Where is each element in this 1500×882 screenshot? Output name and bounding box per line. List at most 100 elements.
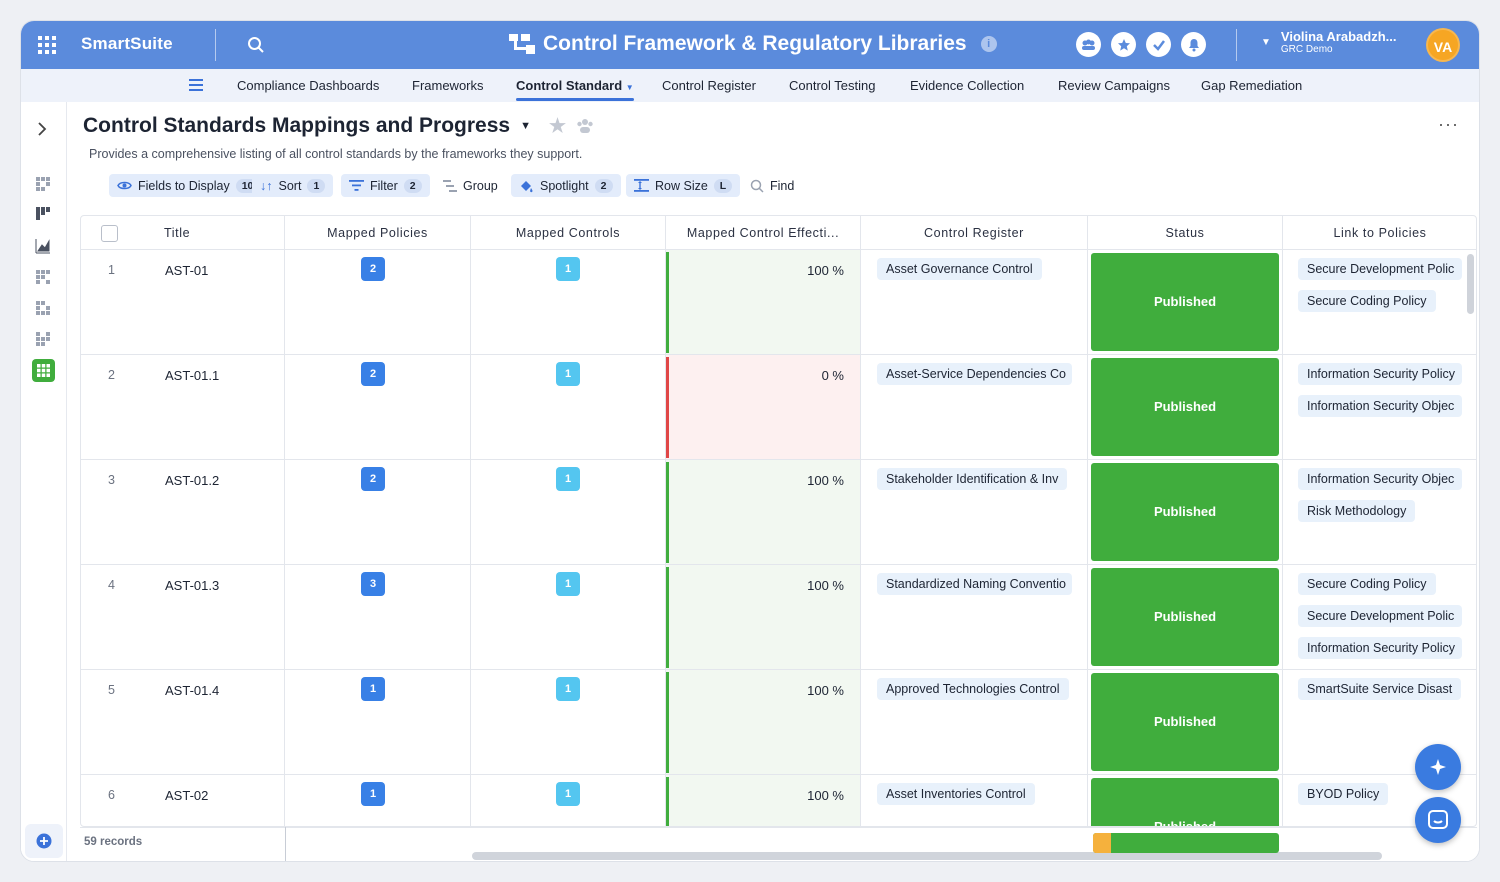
- col-header-title[interactable]: Title: [81, 216, 285, 250]
- policy-link[interactable]: Information Security Policy: [1298, 363, 1462, 385]
- record-title[interactable]: AST-02: [165, 788, 209, 803]
- status-badge[interactable]: Published: [1091, 463, 1279, 561]
- brand-logo-text[interactable]: SmartSuite: [81, 34, 173, 53]
- cell-title[interactable]: 4 AST-01.3: [81, 565, 285, 670]
- mapped-controls-count-badge[interactable]: 1: [556, 362, 580, 386]
- ai-assistant-button[interactable]: [1415, 744, 1461, 790]
- table-view-icon-active[interactable]: [32, 359, 55, 382]
- favorites-icon[interactable]: [1111, 32, 1136, 57]
- solution-title[interactable]: Control Framework & Regulatory Libraries…: [509, 32, 997, 56]
- mapped-controls-count-badge[interactable]: 1: [556, 677, 580, 701]
- grid-view-icon[interactable]: [35, 331, 51, 347]
- cell-title[interactable]: 2 AST-01.1: [81, 355, 285, 460]
- table-row[interactable]: 1 AST-01 2 1 100 % Asset Governance Control Pu…: [81, 250, 1476, 355]
- table-row[interactable]: 5 AST-01.4 1 1 100 % Approved Technologies Co…: [81, 670, 1476, 775]
- table-row[interactable]: 2 AST-01.1 2 1 0 % Asset-Service Dependencies…: [81, 355, 1476, 460]
- chat-support-button[interactable]: [1415, 797, 1461, 843]
- search-icon[interactable]: [247, 36, 265, 54]
- mapped-controls-count-badge[interactable]: 1: [556, 782, 580, 806]
- col-header-status[interactable]: Status: [1088, 216, 1283, 250]
- find-button[interactable]: Find: [742, 174, 802, 197]
- chart-view-icon[interactable]: [35, 238, 51, 254]
- control-register-link[interactable]: Asset Inventories Control: [877, 783, 1035, 805]
- col-header-effectiveness[interactable]: Mapped Control Effecti...: [666, 216, 861, 250]
- control-register-link[interactable]: Asset Governance Control: [877, 258, 1042, 280]
- mapped-policies-count-badge[interactable]: 1: [361, 782, 385, 806]
- tab-control-testing[interactable]: Control Testing: [789, 78, 876, 93]
- table-row[interactable]: 3 AST-01.2 2 1 100 % Stakeholder Identificati…: [81, 460, 1476, 565]
- chevron-down-icon[interactable]: ▼: [520, 120, 531, 132]
- tab-review-campaigns[interactable]: Review Campaigns: [1058, 78, 1170, 93]
- status-badge[interactable]: Published: [1091, 253, 1279, 351]
- avatar[interactable]: VA: [1426, 28, 1460, 62]
- col-header-mapped-controls[interactable]: Mapped Controls: [471, 216, 666, 250]
- more-options-icon[interactable]: ···: [1438, 114, 1459, 134]
- tab-compliance-dashboards[interactable]: Compliance Dashboards: [237, 78, 380, 93]
- record-title[interactable]: AST-01.3: [165, 578, 220, 593]
- cell-title[interactable]: 1 AST-01: [81, 250, 285, 355]
- record-title[interactable]: AST-01.2: [165, 473, 220, 488]
- fields-to-display-button[interactable]: Fields to Display 10: [109, 174, 268, 197]
- mapped-controls-count-badge[interactable]: 1: [556, 572, 580, 596]
- mapped-policies-count-badge[interactable]: 1: [361, 677, 385, 701]
- mapped-controls-count-badge[interactable]: 1: [556, 467, 580, 491]
- grid-view-icon[interactable]: [35, 300, 51, 316]
- horizontal-scrollbar[interactable]: [472, 852, 1382, 860]
- tab-control-standard[interactable]: Control Standard ▼: [516, 78, 634, 101]
- mapped-policies-count-badge[interactable]: 2: [361, 257, 385, 281]
- members-icon[interactable]: [1076, 32, 1101, 57]
- cell-title[interactable]: 6 AST-02: [81, 775, 285, 826]
- control-register-link[interactable]: Asset-Service Dependencies Co: [877, 363, 1072, 385]
- policy-link[interactable]: BYOD Policy: [1298, 783, 1389, 805]
- policy-link[interactable]: Secure Development Polic: [1298, 605, 1462, 627]
- tab-control-register[interactable]: Control Register: [662, 78, 756, 93]
- record-title[interactable]: AST-01.1: [165, 368, 220, 383]
- status-badge[interactable]: Published: [1091, 358, 1279, 456]
- cell-title[interactable]: 5 AST-01.4: [81, 670, 285, 775]
- status-badge[interactable]: Published: [1091, 673, 1279, 771]
- cell-title[interactable]: 3 AST-01.2: [81, 460, 285, 565]
- user-menu[interactable]: ▼ Violina Arabadzh... GRC Demo: [1261, 29, 1396, 56]
- col-header-link-to-policies[interactable]: Link to Policies: [1283, 216, 1476, 250]
- policy-link[interactable]: Secure Development Polic: [1298, 258, 1462, 280]
- status-badge[interactable]: Published: [1091, 778, 1279, 826]
- col-header-control-register[interactable]: Control Register: [861, 216, 1088, 250]
- tab-frameworks[interactable]: Frameworks: [412, 78, 484, 93]
- tab-gap-remediation[interactable]: Gap Remediation: [1201, 78, 1303, 93]
- policy-link[interactable]: Information Security Policy: [1298, 637, 1462, 659]
- policy-link[interactable]: Information Security Objec: [1298, 395, 1462, 417]
- table-row[interactable]: 4 AST-01.3 3 1 100 % Standardized Naming Conv…: [81, 565, 1476, 670]
- col-header-mapped-policies[interactable]: Mapped Policies: [285, 216, 471, 250]
- record-title[interactable]: AST-01: [165, 263, 209, 278]
- policy-link[interactable]: Risk Methodology: [1298, 500, 1416, 522]
- kanban-view-icon[interactable]: [35, 206, 51, 222]
- star-icon[interactable]: ★: [548, 115, 566, 137]
- control-register-link[interactable]: Stakeholder Identification & Inv: [877, 468, 1068, 490]
- mapped-policies-count-badge[interactable]: 3: [361, 572, 385, 596]
- policy-link[interactable]: Secure Coding Policy: [1298, 573, 1436, 595]
- filter-button[interactable]: Filter 2: [341, 174, 430, 197]
- status-badge[interactable]: Published: [1091, 568, 1279, 666]
- chevron-right-icon[interactable]: [37, 122, 47, 136]
- share-users-icon[interactable]: [576, 118, 594, 134]
- hamburger-menu-icon[interactable]: [189, 79, 203, 91]
- grid-view-icon[interactable]: [35, 176, 51, 192]
- group-button[interactable]: Group: [435, 174, 506, 197]
- policy-link[interactable]: Secure Coding Policy: [1298, 290, 1436, 312]
- view-title[interactable]: Control Standards Mappings and Progress …: [83, 114, 594, 138]
- mapped-policies-count-badge[interactable]: 2: [361, 467, 385, 491]
- mapped-policies-count-badge[interactable]: 2: [361, 362, 385, 386]
- row-size-button[interactable]: Row Size L: [626, 174, 741, 197]
- mapped-controls-count-badge[interactable]: 1: [556, 257, 580, 281]
- control-register-link[interactable]: Approved Technologies Control: [877, 678, 1069, 700]
- spotlight-button[interactable]: Spotlight 2: [511, 174, 621, 197]
- add-view-button[interactable]: [25, 824, 63, 858]
- tab-evidence-collection[interactable]: Evidence Collection: [910, 78, 1025, 93]
- grid-view-icon[interactable]: [35, 269, 51, 285]
- control-register-link[interactable]: Standardized Naming Conventio: [877, 573, 1072, 595]
- sort-button[interactable]: ↓↑ Sort 1: [252, 174, 334, 197]
- table-row[interactable]: 6 AST-02 1 1 100 % Asset Inventories Control P…: [81, 775, 1476, 826]
- tasks-icon[interactable]: [1146, 32, 1171, 57]
- policy-link[interactable]: SmartSuite Service Disast: [1298, 678, 1462, 700]
- policy-link[interactable]: Information Security Objec: [1298, 468, 1462, 490]
